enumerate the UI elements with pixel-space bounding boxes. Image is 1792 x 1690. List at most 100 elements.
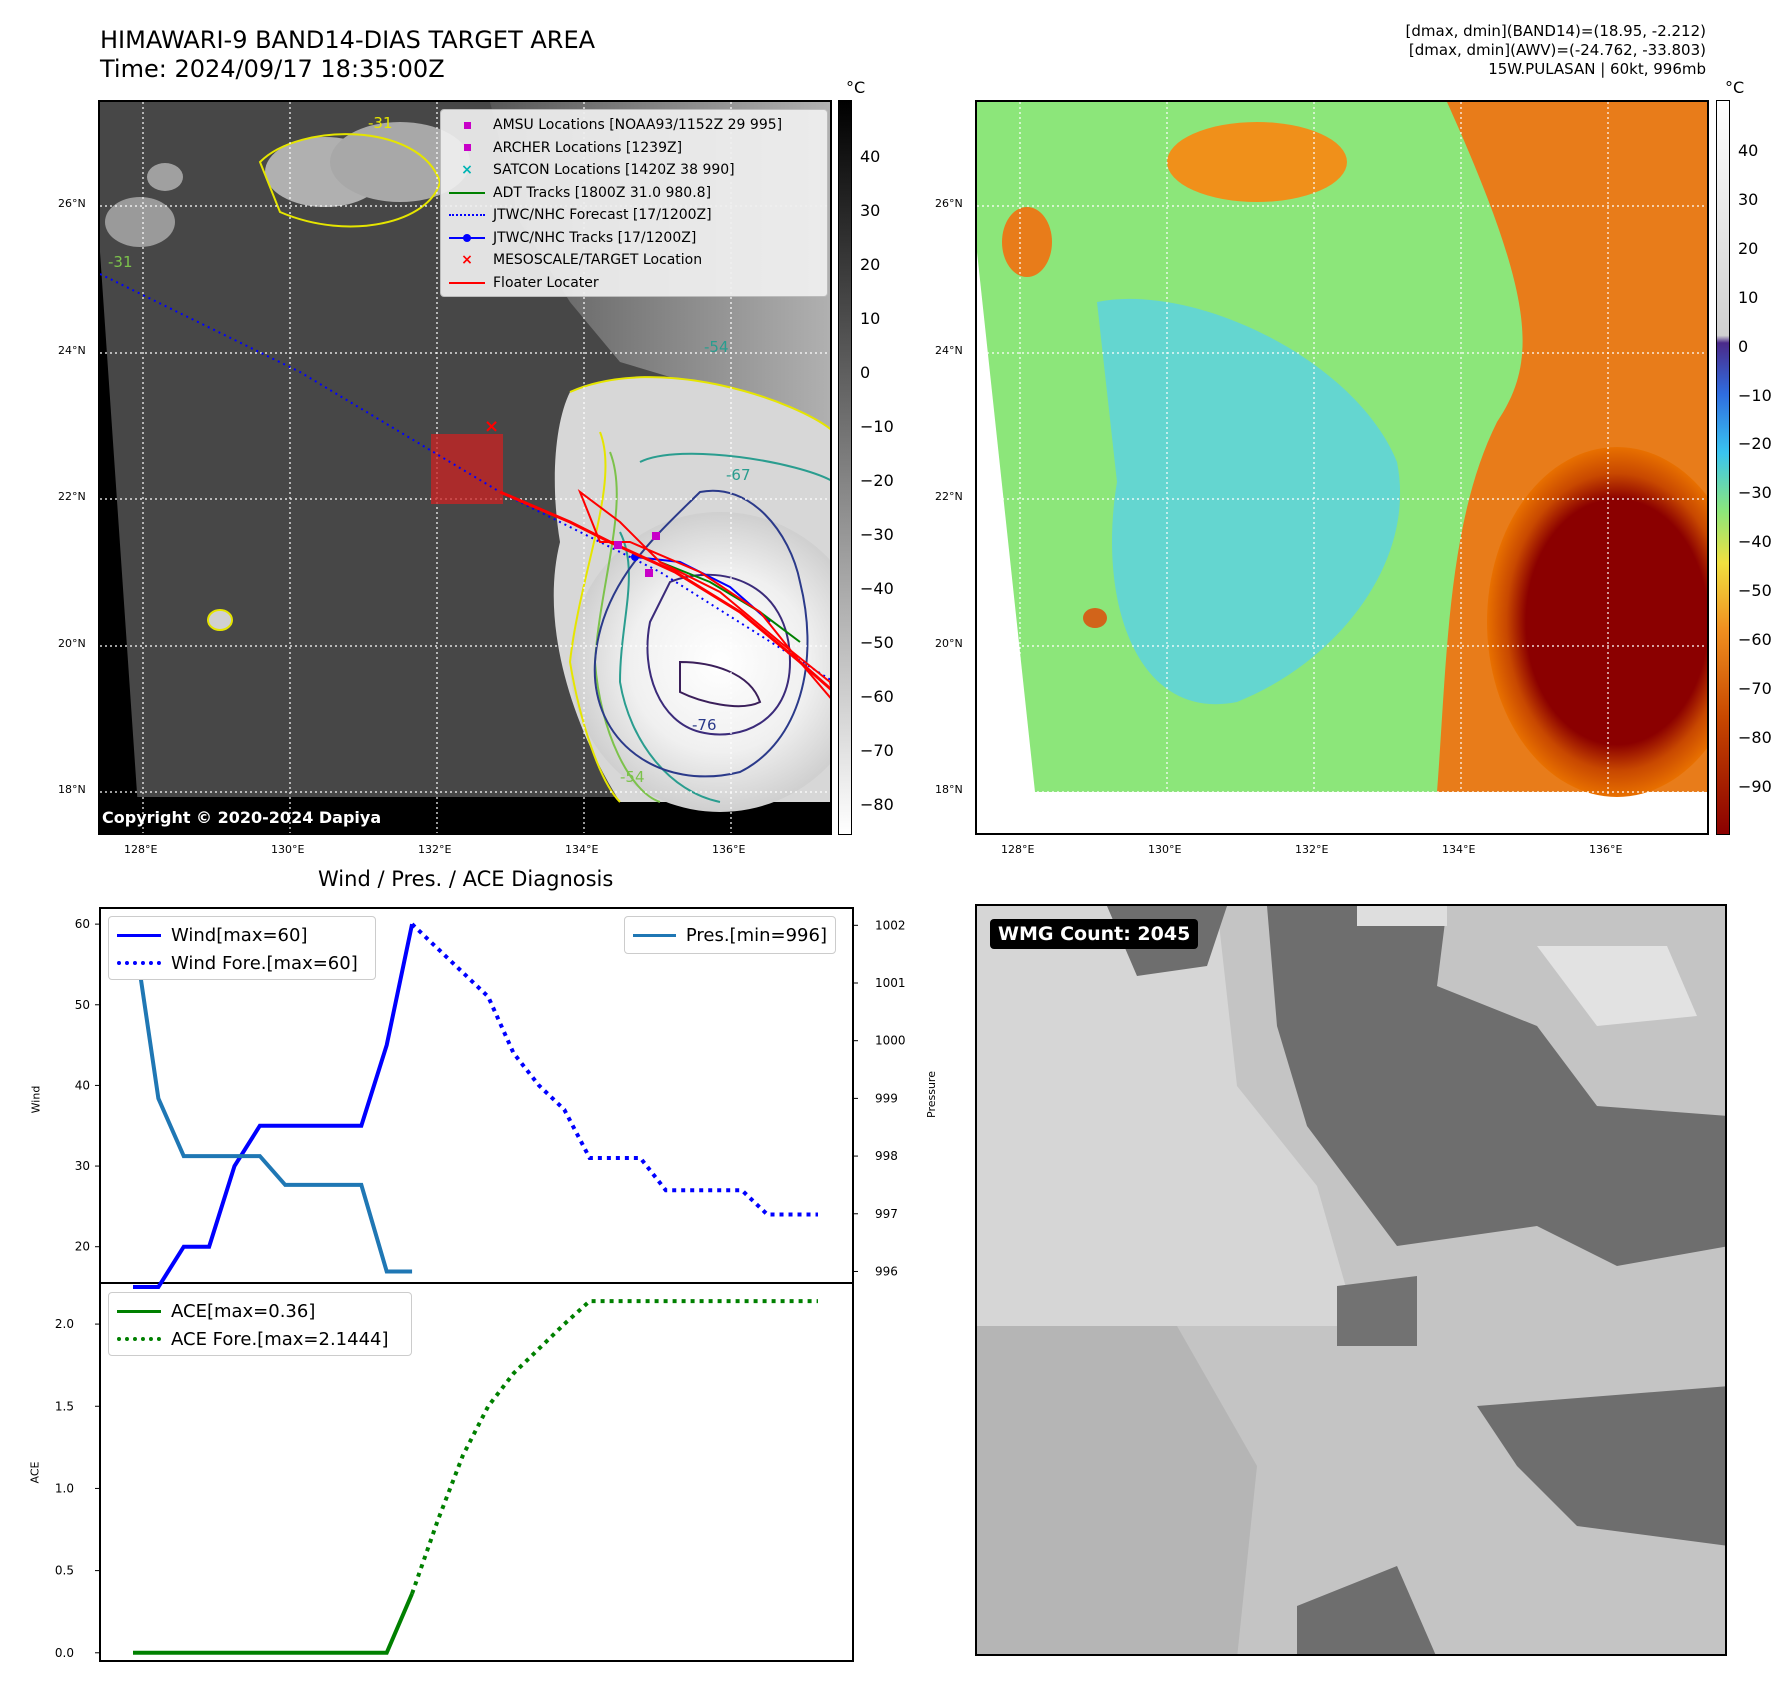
contour-line [646, 573, 792, 736]
legend-item: ACE Fore.[max=2.1444] [117, 1325, 403, 1353]
contour-label: -54 [620, 768, 645, 786]
legend-item: × SATCON Locations [1420Z 38 990] [447, 159, 821, 182]
lon-tick: 130°E [271, 843, 305, 856]
pressure-legend: Pres.[min=996] [624, 916, 836, 954]
cloud-cluster [105, 197, 175, 247]
ir-colorbar-unit: °C [846, 78, 866, 97]
ace-tick-label: 1.0 [55, 1481, 74, 1495]
solid-line-icon [117, 1309, 161, 1313]
cloud-cluster [147, 163, 183, 191]
ir-colorbar-tick: −50 [860, 633, 894, 652]
pressure-tick-label: 998 [875, 1149, 898, 1163]
solid-line-icon [117, 933, 161, 937]
awv-colorbar-tick: −60 [1738, 630, 1772, 649]
pressure-tick-label: 1001 [875, 976, 906, 990]
title-line-1: HIMAWARI-9 BAND14-DIAS TARGET AREA [100, 26, 596, 54]
target-area-box [431, 434, 503, 504]
copyright-text: Copyright © 2020-2024 Dapiya [102, 808, 382, 827]
awv-colorbar-tick: −40 [1738, 532, 1772, 552]
lon-tick: 130°E [1148, 843, 1182, 856]
awv-colorbar-tick: −70 [1738, 678, 1772, 698]
adt-track [659, 561, 801, 643]
wmg-panel [975, 904, 1727, 1656]
ir-colorbar-tick: −40 [860, 579, 894, 598]
lon-tick: 136°E [1589, 843, 1623, 856]
ace-tick-label: 0.0 [55, 1646, 74, 1660]
wind-forecast-line [410, 922, 818, 1217]
legend-item: AMSU Locations [NOAA93/1152Z 29 995] [447, 114, 821, 137]
lon-tick: 128°E [124, 843, 158, 856]
awv-colorbar-tick: 30 [1738, 189, 1759, 209]
ir-colorbar-tick: 20 [860, 255, 881, 274]
dry-patch [1002, 207, 1052, 277]
line-dot-icon [447, 231, 487, 245]
line-icon [447, 276, 487, 290]
wind-tick-label: 40 [75, 1078, 90, 1092]
legend-item: Wind Fore.[max=60] [117, 949, 367, 977]
info-line-1: [dmax, dmin](BAND14)=(18.95, -2.212) [1405, 22, 1706, 40]
legend-label: JTWC/NHC Tracks [17/1200Z] [493, 229, 697, 246]
awv-map-imagery [977, 102, 1707, 833]
awv-colorbar-tick: 40 [1738, 141, 1759, 160]
ir-colorbar-tick: 0 [860, 363, 871, 382]
legend-item: ADT Tracks [1800Z 31.0 980.8] [447, 182, 821, 205]
no-data-wedge [100, 102, 140, 833]
cloud-cluster [330, 122, 470, 202]
square-icon [447, 118, 487, 132]
awv-colorbar-tick: −90 [1738, 776, 1772, 796]
wind-tick-label: 20 [75, 1240, 90, 1254]
amsu-marker [614, 541, 622, 549]
dry-core [1487, 447, 1707, 797]
legend-item: JTWC/NHC Tracks [17/1200Z] [447, 227, 821, 250]
wmg-dark-region [1267, 906, 1725, 1266]
wmg-bright-region [977, 906, 1357, 1326]
lon-tick: 132°E [1295, 843, 1329, 856]
contour-line [593, 489, 809, 778]
pressure-tick-label: 1000 [875, 1034, 906, 1048]
lon-tick: 136°E [712, 843, 746, 856]
legend-label: AMSU Locations [NOAA93/1152Z 29 995] [493, 117, 783, 134]
square-icon [447, 141, 487, 155]
solid-line-icon [633, 933, 676, 937]
contour-label: -67 [726, 466, 751, 484]
wind-tick-label: 50 [75, 998, 90, 1012]
contour-line [569, 376, 830, 431]
wmg-gray-region [977, 1326, 1257, 1654]
awv-map-panel [975, 100, 1709, 835]
lat-tick: 18°N [935, 783, 963, 796]
legend-item: Floater Locater [447, 272, 821, 295]
lon-tick: 132°E [418, 843, 452, 856]
ir-colorbar-tick: −80 [860, 795, 894, 814]
wmg-dark-region [1297, 1566, 1436, 1654]
legend-item: Wind[max=60] [117, 921, 367, 949]
legend-label: ADT Tracks [1800Z 31.0 980.8] [493, 184, 712, 201]
contour-line [679, 660, 762, 708]
contour-line [618, 452, 830, 803]
lat-tick: 22°N [58, 490, 86, 503]
ir-legend: AMSU Locations [NOAA93/1152Z 29 995] ARC… [440, 109, 828, 297]
wmg-dark-region [1337, 1276, 1417, 1346]
dotted-line-icon [117, 1337, 161, 1341]
legend-label: ACE[max=0.36] [171, 1300, 316, 1322]
dotted-line-icon [117, 961, 161, 965]
legend-label: SATCON Locations [1420Z 38 990] [493, 162, 735, 179]
dry-patch [1167, 122, 1347, 202]
floater-locater-outline [577, 489, 830, 699]
storm-core [570, 512, 830, 812]
legend-label: Wind Fore.[max=60] [171, 952, 358, 974]
lat-tick: 18°N [58, 783, 86, 796]
ir-colorbar-tick: −20 [860, 471, 894, 490]
wmg-dark-region [1477, 1386, 1725, 1546]
awv-colorbar-tick: −20 [1738, 434, 1772, 454]
dry-patch [1083, 608, 1107, 628]
ir-colorbar-tick: −10 [860, 417, 894, 436]
awv-colorbar-tick: 20 [1738, 238, 1759, 258]
wind-axis-label: Wind [29, 1085, 43, 1114]
info-line-2: [dmax, dmin](AWV)=(-24.762, -33.803) [1408, 41, 1706, 59]
legend-label: Floater Locater [493, 274, 599, 291]
ace-line [133, 1592, 414, 1655]
legend-item: ARCHER Locations [1239Z] [447, 137, 821, 160]
lat-tick: 20°N [935, 636, 963, 650]
title-line-2: Time: 2024/09/17 18:35:00Z [100, 55, 445, 83]
info-line-3: 15W.PULASAN | 60kt, 996mb [1488, 60, 1706, 78]
